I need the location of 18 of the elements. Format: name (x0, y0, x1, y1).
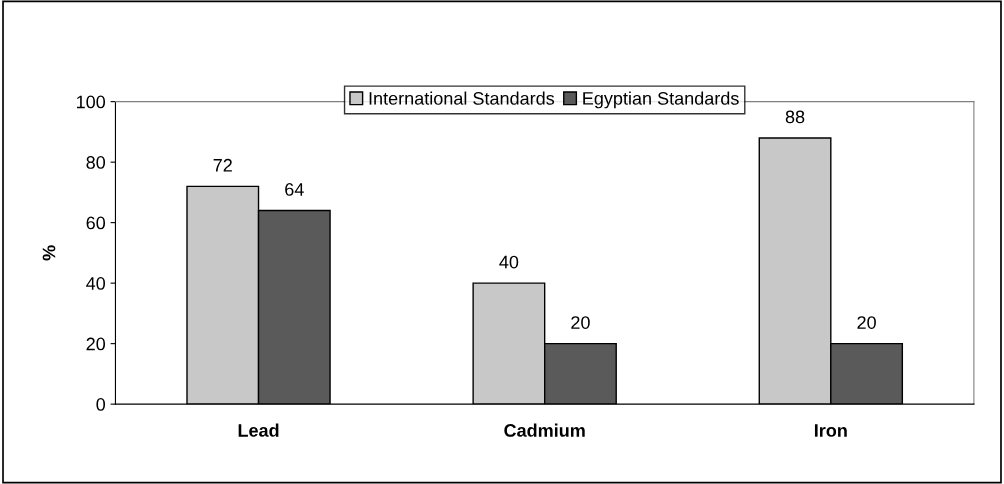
data-label: 20 (571, 316, 590, 329)
x-tick-label: Iron (814, 424, 847, 437)
y-tick-label: 40 (86, 277, 106, 290)
x-tick-label: Lead (238, 423, 279, 437)
data-label: 72 (213, 158, 232, 172)
data-label: 88 (785, 110, 805, 124)
legend-label: Egyptian Standards (583, 91, 739, 109)
y-tick-label: 0 (96, 398, 106, 411)
y-tick-label: 100 (76, 95, 106, 109)
data-label: 40 (499, 255, 519, 269)
data-label: 20 (857, 316, 876, 329)
y-tick-label: 20 (86, 337, 106, 351)
data-label: 64 (285, 183, 304, 196)
x-tick-label: Cadmium (504, 423, 585, 437)
y-tick-label: 80 (86, 156, 106, 169)
legend-label: International Standards (369, 91, 555, 105)
y-tick-label: 60 (86, 216, 106, 230)
y-axis-title: % (42, 245, 56, 261)
